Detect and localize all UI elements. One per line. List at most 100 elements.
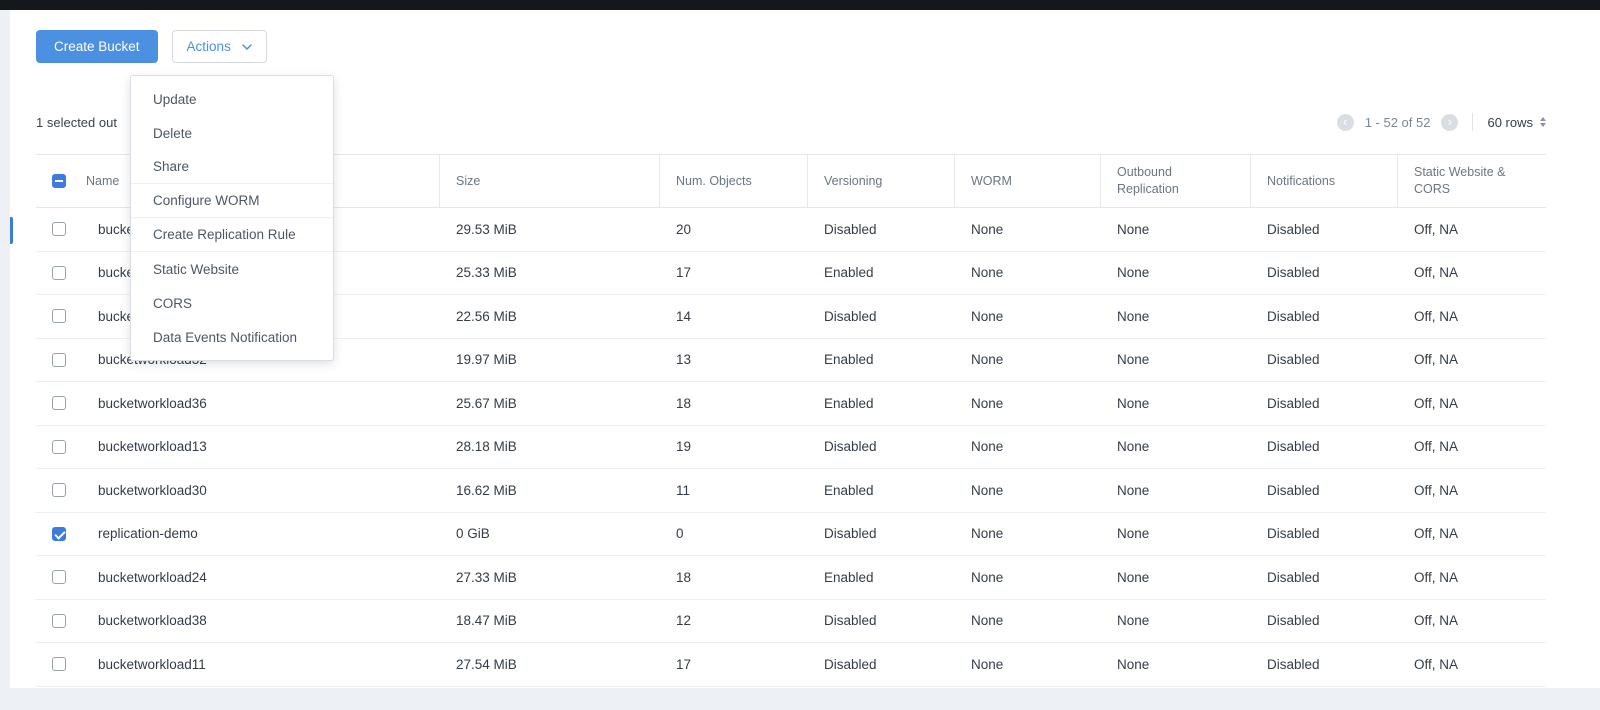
cell-worm: None — [971, 613, 1004, 629]
cell-size: 25.33 MiB — [456, 265, 517, 281]
cell-num-objects: 13 — [676, 352, 692, 368]
row-checkbox[interactable] — [52, 439, 66, 454]
table-row[interactable]: bucket 22.56 MiB 14 Disabled None None D… — [36, 295, 1546, 339]
bucket-name[interactable]: bucket — [98, 308, 138, 324]
row-checkbox[interactable] — [52, 613, 66, 628]
menu-item-data-events-notification[interactable]: Data Events Notification — [153, 329, 298, 345]
left-rail — [0, 10, 10, 710]
cell-num-objects: 20 — [676, 221, 692, 237]
buckets-table: Name Size Num. Objects Versioning WORM O… — [36, 154, 1546, 687]
cell-notifications: Disabled — [1267, 482, 1320, 498]
table-row[interactable]: bucketworkload30 16.62 MiB 11 Enabled No… — [36, 469, 1546, 513]
bucket-name[interactable]: bucketworkload36 — [98, 395, 207, 411]
create-bucket-button[interactable]: Create Bucket — [36, 30, 158, 63]
table-row[interactable]: bucketworkload24 27.33 MiB 18 Enabled No… — [36, 556, 1546, 600]
cell-worm: None — [971, 221, 1004, 237]
row-checkbox[interactable] — [52, 526, 66, 541]
header-cell-versioning: Versioning — [808, 155, 955, 207]
menu-item-cors[interactable]: CORS — [153, 295, 193, 311]
menu-item-delete[interactable]: Delete — [153, 125, 193, 141]
bucket-name[interactable]: bucketworkload24 — [98, 569, 207, 585]
cell-worm: None — [971, 482, 1004, 498]
table-row[interactable]: bucketworkload38 18.47 MiB 12 Disabled N… — [36, 600, 1546, 643]
cell-num-objects: 18 — [676, 569, 692, 585]
row-checkbox[interactable] — [52, 483, 66, 498]
cell-versioning: Disabled — [824, 308, 877, 324]
row-checkbox[interactable] — [52, 396, 66, 411]
row-checkbox[interactable] — [52, 570, 66, 585]
cell-size: 19.97 MiB — [456, 352, 517, 368]
menu-item-create-replication-rule[interactable]: Create Replication Rule — [131, 218, 333, 252]
rows-per-page-select[interactable]: 60 rows — [1487, 115, 1546, 130]
cell-static-website-cors: Off, NA — [1414, 569, 1459, 585]
table-row[interactable]: bucketworkload36 25.67 MiB 18 Enabled No… — [36, 382, 1546, 426]
cell-size: 25.67 MiB — [456, 395, 517, 411]
cell-size: 0 GiB — [456, 526, 490, 542]
cell-versioning: Disabled — [824, 439, 877, 455]
bucket-name[interactable]: bucketworkload13 — [98, 439, 207, 455]
cell-outbound-replication: None — [1117, 656, 1150, 672]
row-checkbox[interactable] — [52, 222, 66, 237]
menu-item-update[interactable]: Update — [153, 91, 197, 107]
page-range-text: 1 - 52 of 52 — [1364, 114, 1431, 130]
cell-outbound-replication: None — [1117, 221, 1150, 237]
prev-page-button[interactable]: ‹ — [1336, 113, 1354, 131]
cell-size: 29.53 MiB — [456, 221, 517, 237]
bucket-name[interactable]: bucket — [98, 221, 138, 237]
cell-notifications: Disabled — [1267, 439, 1320, 455]
row-checkbox[interactable] — [52, 309, 66, 324]
cell-worm: None — [971, 569, 1004, 585]
bucket-name[interactable]: bucket — [98, 265, 138, 281]
row-checkbox[interactable] — [52, 352, 66, 367]
bucket-name[interactable]: bucketworkload30 — [98, 482, 207, 498]
actions-menu: Update Delete Share Configure WORM Creat… — [130, 75, 334, 361]
cell-outbound-replication: None — [1117, 352, 1150, 368]
menu-item-share[interactable]: Share — [131, 150, 333, 184]
menu-item-configure-worm[interactable]: Configure WORM — [131, 184, 333, 218]
actions-button[interactable]: Actions — [171, 30, 267, 63]
cell-num-objects: 11 — [676, 482, 691, 498]
cell-outbound-replication: None — [1117, 395, 1150, 411]
cell-worm: None — [971, 352, 1004, 368]
table-row[interactable]: bucketworkload11 27.54 MiB 17 Disabled N… — [36, 643, 1546, 687]
menu-item-static-website[interactable]: Static Website — [153, 261, 240, 277]
cell-num-objects: 12 — [676, 613, 692, 629]
table-row[interactable]: bucketworkload13 28.18 MiB 19 Disabled N… — [36, 426, 1546, 469]
table-row[interactable]: bucketworkload32 19.97 MiB 13 Enabled No… — [36, 339, 1546, 382]
cell-notifications: Disabled — [1267, 265, 1320, 281]
cell-size: 27.54 MiB — [456, 656, 517, 672]
cell-static-website-cors: Off, NA — [1414, 613, 1459, 629]
cell-worm: None — [971, 265, 1004, 281]
cell-static-website-cors: Off, NA — [1414, 265, 1459, 281]
cell-notifications: Disabled — [1267, 613, 1320, 629]
actions-button-label: Actions — [186, 39, 231, 54]
cell-versioning: Disabled — [824, 656, 877, 672]
bucket-name[interactable]: bucketworkload38 — [98, 613, 207, 629]
bucket-name[interactable]: replication-demo — [98, 526, 198, 542]
row-checkbox[interactable] — [52, 265, 66, 280]
cell-notifications: Disabled — [1267, 352, 1320, 368]
select-all-checkbox[interactable] — [52, 174, 66, 188]
status-row: 1 selected out ‹ 1 - 52 of 52 › 60 rows — [36, 107, 1546, 137]
cell-versioning: Enabled — [824, 265, 874, 281]
table-row[interactable]: bucket 25.33 MiB 17 Enabled None None Di… — [36, 252, 1546, 295]
cell-versioning: Enabled — [824, 482, 874, 498]
cell-static-website-cors: Off, NA — [1414, 482, 1459, 498]
cell-num-objects: 0 — [676, 526, 684, 542]
table-row[interactable]: replication-demo 0 GiB 0 Disabled None N… — [36, 513, 1546, 556]
cell-static-website-cors: Off, NA — [1414, 439, 1459, 455]
cell-static-website-cors: Off, NA — [1414, 221, 1459, 237]
cell-static-website-cors: Off, NA — [1414, 656, 1459, 672]
cell-notifications: Disabled — [1267, 308, 1320, 324]
row-checkbox[interactable] — [52, 657, 66, 672]
next-page-button[interactable]: › — [1441, 113, 1459, 131]
table-row[interactable]: bucket 29.53 MiB 20 Disabled None None D… — [36, 208, 1546, 252]
cell-outbound-replication: None — [1117, 265, 1150, 281]
cell-outbound-replication: None — [1117, 569, 1150, 585]
cell-outbound-replication: None — [1117, 308, 1150, 324]
bucket-name[interactable]: bucketworkload11 — [98, 656, 206, 672]
cell-worm: None — [971, 395, 1004, 411]
cell-size: 18.47 MiB — [456, 613, 517, 629]
cell-num-objects: 14 — [676, 308, 692, 324]
cell-versioning: Disabled — [824, 221, 877, 237]
